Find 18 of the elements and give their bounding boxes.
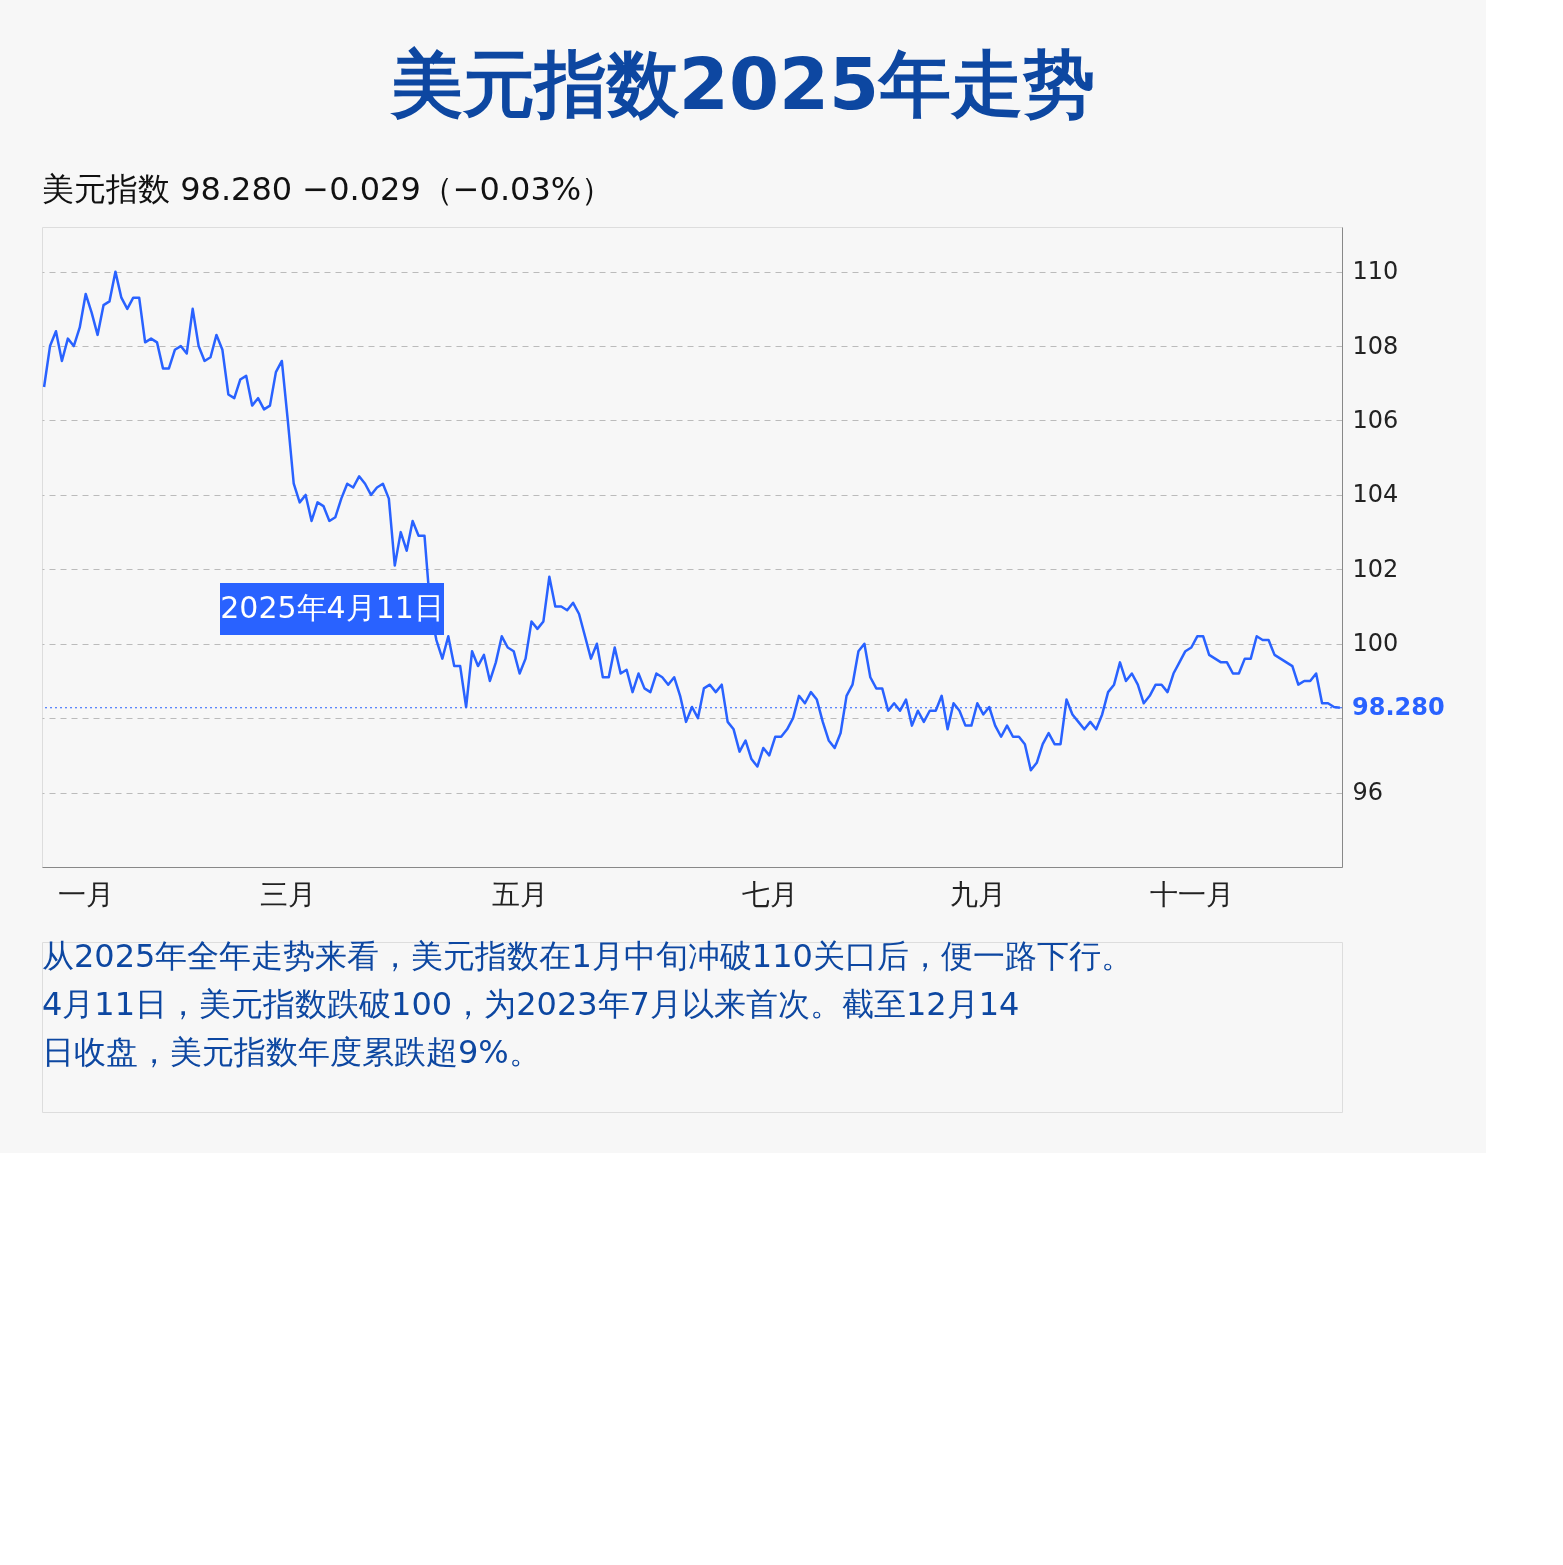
x-tick-label: 一月 bbox=[58, 877, 115, 911]
y-tick-label: 106 bbox=[1352, 405, 1399, 434]
x-tick-label: 十一月 bbox=[1149, 877, 1234, 911]
x-tick-label: 九月 bbox=[949, 877, 1006, 911]
chart-title: 美元指数2025年走势 bbox=[389, 41, 1096, 126]
ref-line-label: 98.280 bbox=[1352, 692, 1445, 721]
x-tick-label: 五月 bbox=[492, 877, 549, 911]
y-tick-label: 96 bbox=[1352, 778, 1384, 807]
y-tick-label: 102 bbox=[1352, 554, 1399, 583]
x-tick-label: 七月 bbox=[741, 877, 798, 911]
text: 从2025年全年走势来看，美元指数在1月中旬冲破110关口后，便一路下行。4月11日，美元指数跌破100，为2023年7月以来首次。截至12月14日收盘，美元指数年度累跌超9%。 bbox=[42, 937, 1133, 1071]
annotation: 2025年4月11日 bbox=[220, 590, 444, 625]
y-tick-label: 108 bbox=[1352, 331, 1399, 360]
y-tick-label: 100 bbox=[1352, 629, 1399, 658]
chart-subtitle: 美元指数 98.280 −0.029（−0.03%） bbox=[42, 170, 614, 208]
x-tick-label: 三月 bbox=[260, 877, 317, 911]
y-tick-label: 110 bbox=[1352, 257, 1399, 286]
y-tick-label: 104 bbox=[1352, 480, 1399, 509]
